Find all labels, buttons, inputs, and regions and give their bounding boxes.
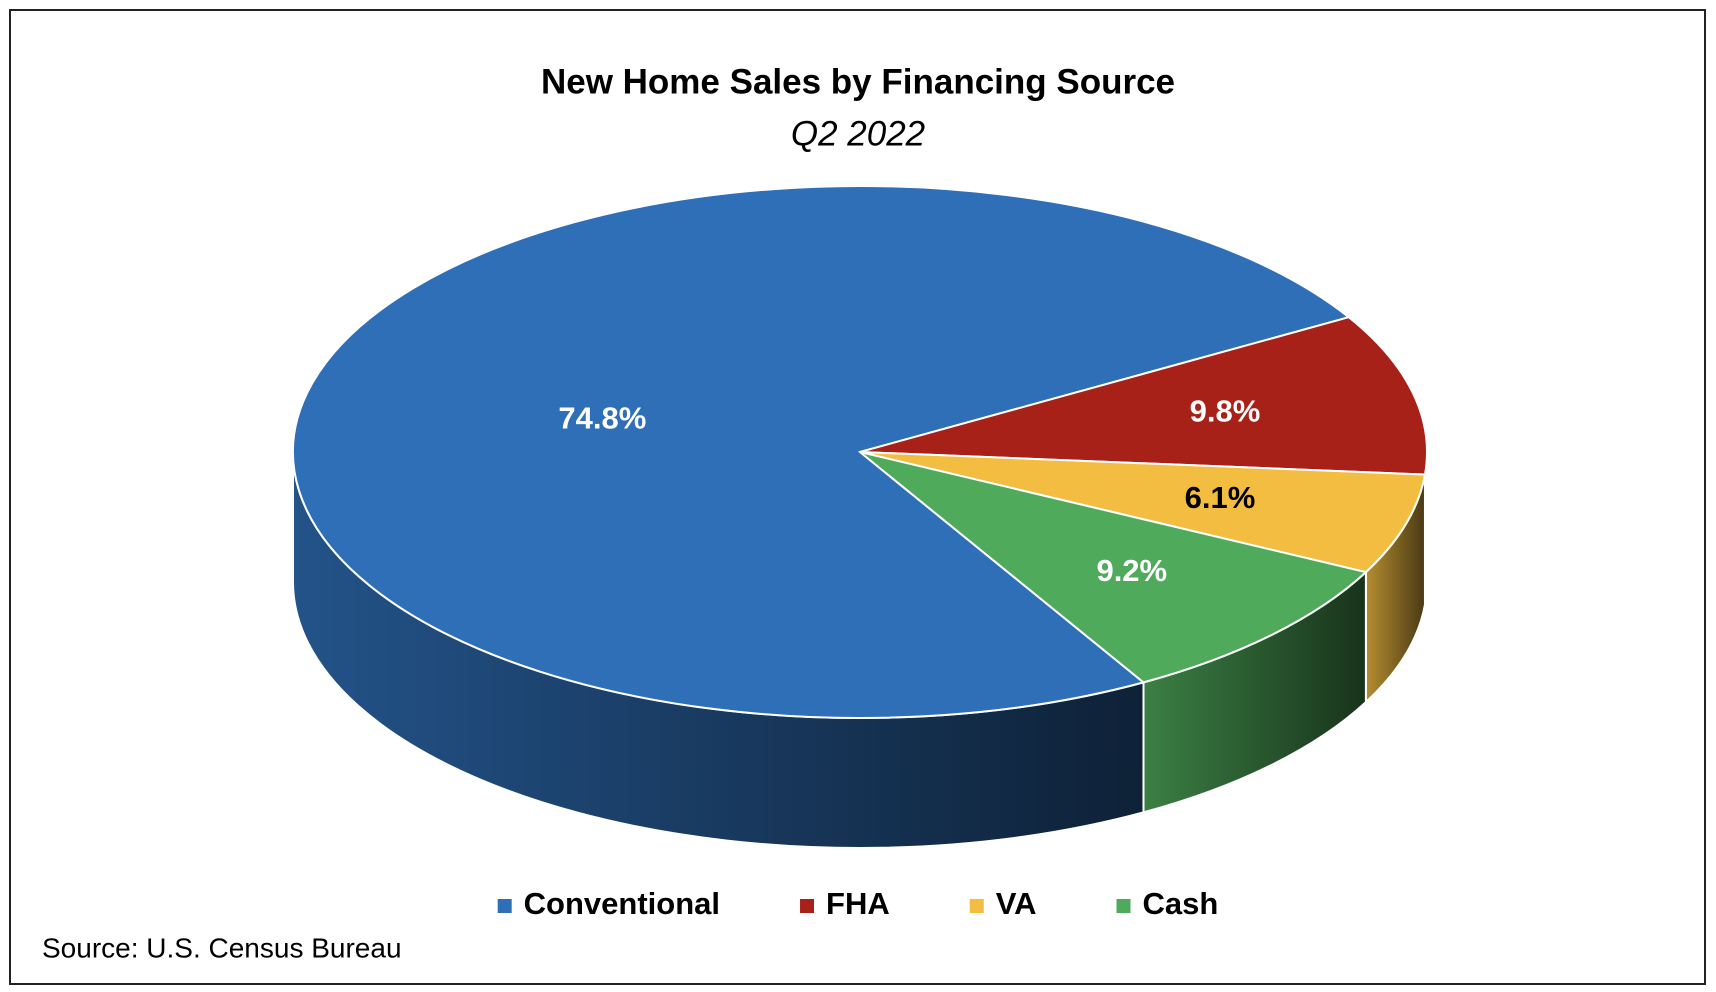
- legend-marker: [497, 899, 512, 913]
- data-label: 9.2%: [1096, 553, 1167, 588]
- legend-label: FHA: [826, 886, 890, 921]
- slice: [859, 451, 1427, 574]
- slice: [859, 451, 1368, 684]
- data-label: 9.8%: [1190, 393, 1261, 428]
- legend-label: VA: [996, 886, 1037, 921]
- slice: [859, 316, 1428, 476]
- chart-subtitle: Q2 2022: [791, 114, 925, 153]
- data-label: 6.1%: [1185, 480, 1256, 515]
- legend-marker: [969, 899, 984, 913]
- source-note: Source: U.S. Census Bureau: [42, 932, 402, 963]
- data-label: 74.8%: [558, 400, 646, 435]
- legend-marker: [1116, 899, 1131, 913]
- legend-label: Cash: [1143, 886, 1219, 921]
- slice: [292, 185, 1351, 720]
- chart-title: New Home Sales by Financing Source: [541, 62, 1175, 101]
- legend-marker: [800, 899, 815, 913]
- legend-label: Conventional: [524, 886, 720, 921]
